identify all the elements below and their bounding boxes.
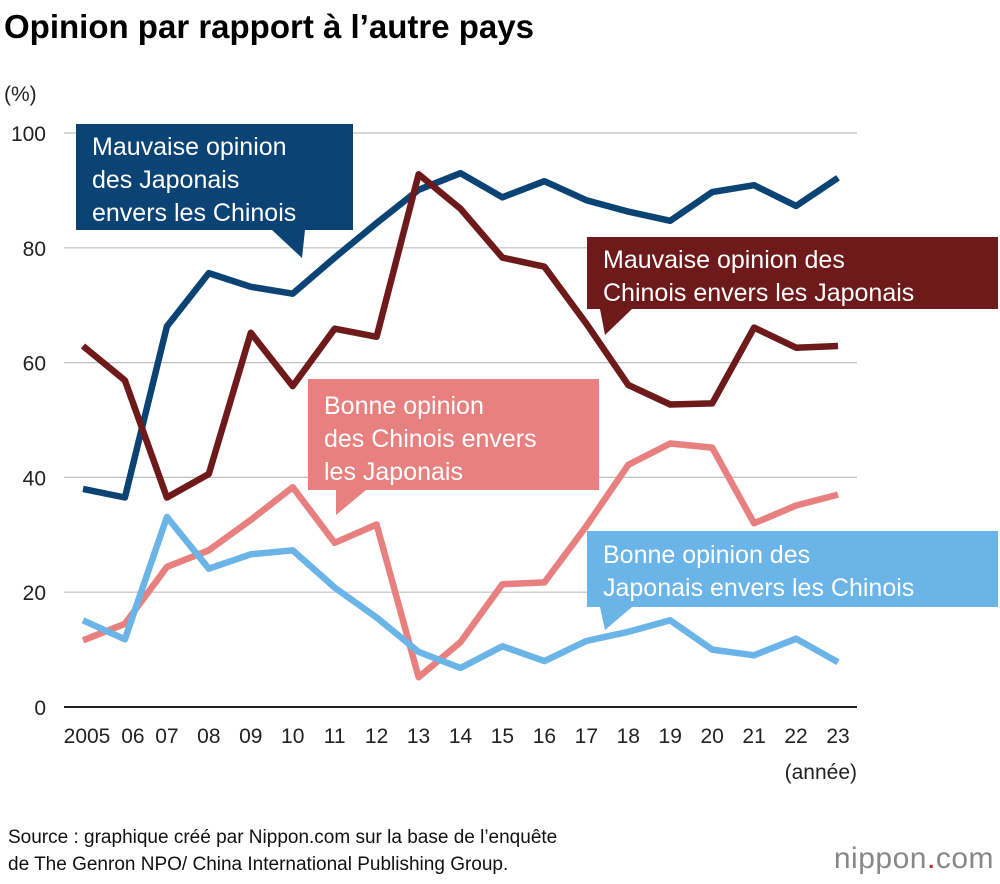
callout-box — [76, 124, 353, 230]
series-label-line: envers les Chinois — [92, 199, 296, 227]
x-tick-label: 17 — [575, 725, 598, 748]
x-tick-label: 23 — [826, 725, 849, 748]
series-line-good_cn — [81, 440, 839, 681]
callout-pointer — [272, 230, 305, 258]
callout-pointer — [336, 490, 366, 515]
source-note: Source : graphique créé par Nippon.com s… — [8, 824, 557, 878]
callout-pointer — [600, 309, 632, 335]
series-callouts: Mauvaise opinion des Japonais envers les C… — [76, 124, 998, 630]
x-tick-label: 18 — [617, 725, 640, 748]
callout-box — [587, 531, 998, 607]
x-tick-label: 20 — [700, 725, 723, 748]
series-line-bad_cn — [80, 171, 839, 501]
series-label-line: Chinois envers les Japonais — [603, 279, 914, 307]
y-axis-unit-label: (%) — [4, 83, 37, 106]
series-line-bad_jp — [82, 169, 840, 501]
x-tick-label: 13 — [407, 725, 430, 748]
y-tick-label: 40 — [23, 467, 46, 490]
callout-bad_jp: Mauvaise opinion des Japonais envers les C… — [76, 124, 353, 258]
x-tick-label: 2005 — [64, 725, 111, 748]
x-tick-label: 21 — [742, 725, 765, 748]
x-tick-label: 11 — [324, 725, 346, 748]
callout-bad_cn: Mauvaise opinion des Chinois envers les J… — [587, 237, 998, 335]
x-tick-label: 10 — [281, 725, 304, 748]
series-label-line: Bonne opinion — [324, 392, 484, 420]
nippon-logo: nippon.com — [833, 842, 994, 875]
source-line: de The Genron NPO/ China International P… — [8, 854, 509, 875]
callout-good_jp: Bonne opinion des Japonais envers les Chi… — [587, 531, 998, 630]
x-tick-label: 09 — [239, 725, 262, 748]
series-lines — [80, 169, 840, 681]
series-label-line: Bonne opinion des — [603, 541, 810, 569]
callout-good_cn: Bonne opinion des Chinois envers les Japon… — [308, 379, 599, 515]
y-tick-label: 100 — [11, 123, 46, 146]
series-label-line: Mauvaise opinion des — [603, 246, 845, 274]
series-label-line: des Japonais — [92, 166, 239, 194]
y-tick-label: 80 — [23, 238, 46, 261]
x-axis-unit-label: (année) — [785, 761, 857, 784]
callout-pointer — [600, 607, 632, 630]
x-tick-label: 12 — [365, 725, 388, 748]
x-tick-label: 08 — [197, 725, 220, 748]
source-line: Source : graphique créé par Nippon.com s… — [8, 827, 558, 848]
y-tick-label: 0 — [34, 697, 46, 720]
y-tick-label: 60 — [23, 353, 46, 376]
series-line-good_jp — [81, 513, 840, 672]
chart-title: Opinion par rapport à l’autre pays — [4, 8, 534, 45]
series-label-line: des Chinois envers — [324, 425, 537, 453]
x-tick-label: 14 — [449, 725, 473, 748]
x-tick-label: 19 — [659, 725, 682, 748]
series-label-line: Japonais envers les Chinois — [603, 574, 914, 602]
x-tick-label: 22 — [784, 725, 807, 748]
x-tick-label: 06 — [121, 725, 144, 748]
series-label-line: Mauvaise opinion — [92, 133, 287, 161]
x-tick-label: 07 — [155, 725, 178, 748]
x-tick-label: 15 — [491, 725, 514, 748]
series-label-line: les Japonais — [324, 458, 463, 486]
y-tick-label: 20 — [23, 582, 46, 605]
x-tick-label: 16 — [533, 725, 556, 748]
x-axis-ticks: 2005 06 07 08 09 10 11 12 13 14 15 16 17 18 19 20 21 22 23 — [64, 725, 850, 748]
callout-box — [587, 237, 998, 309]
callout-box — [308, 379, 599, 490]
